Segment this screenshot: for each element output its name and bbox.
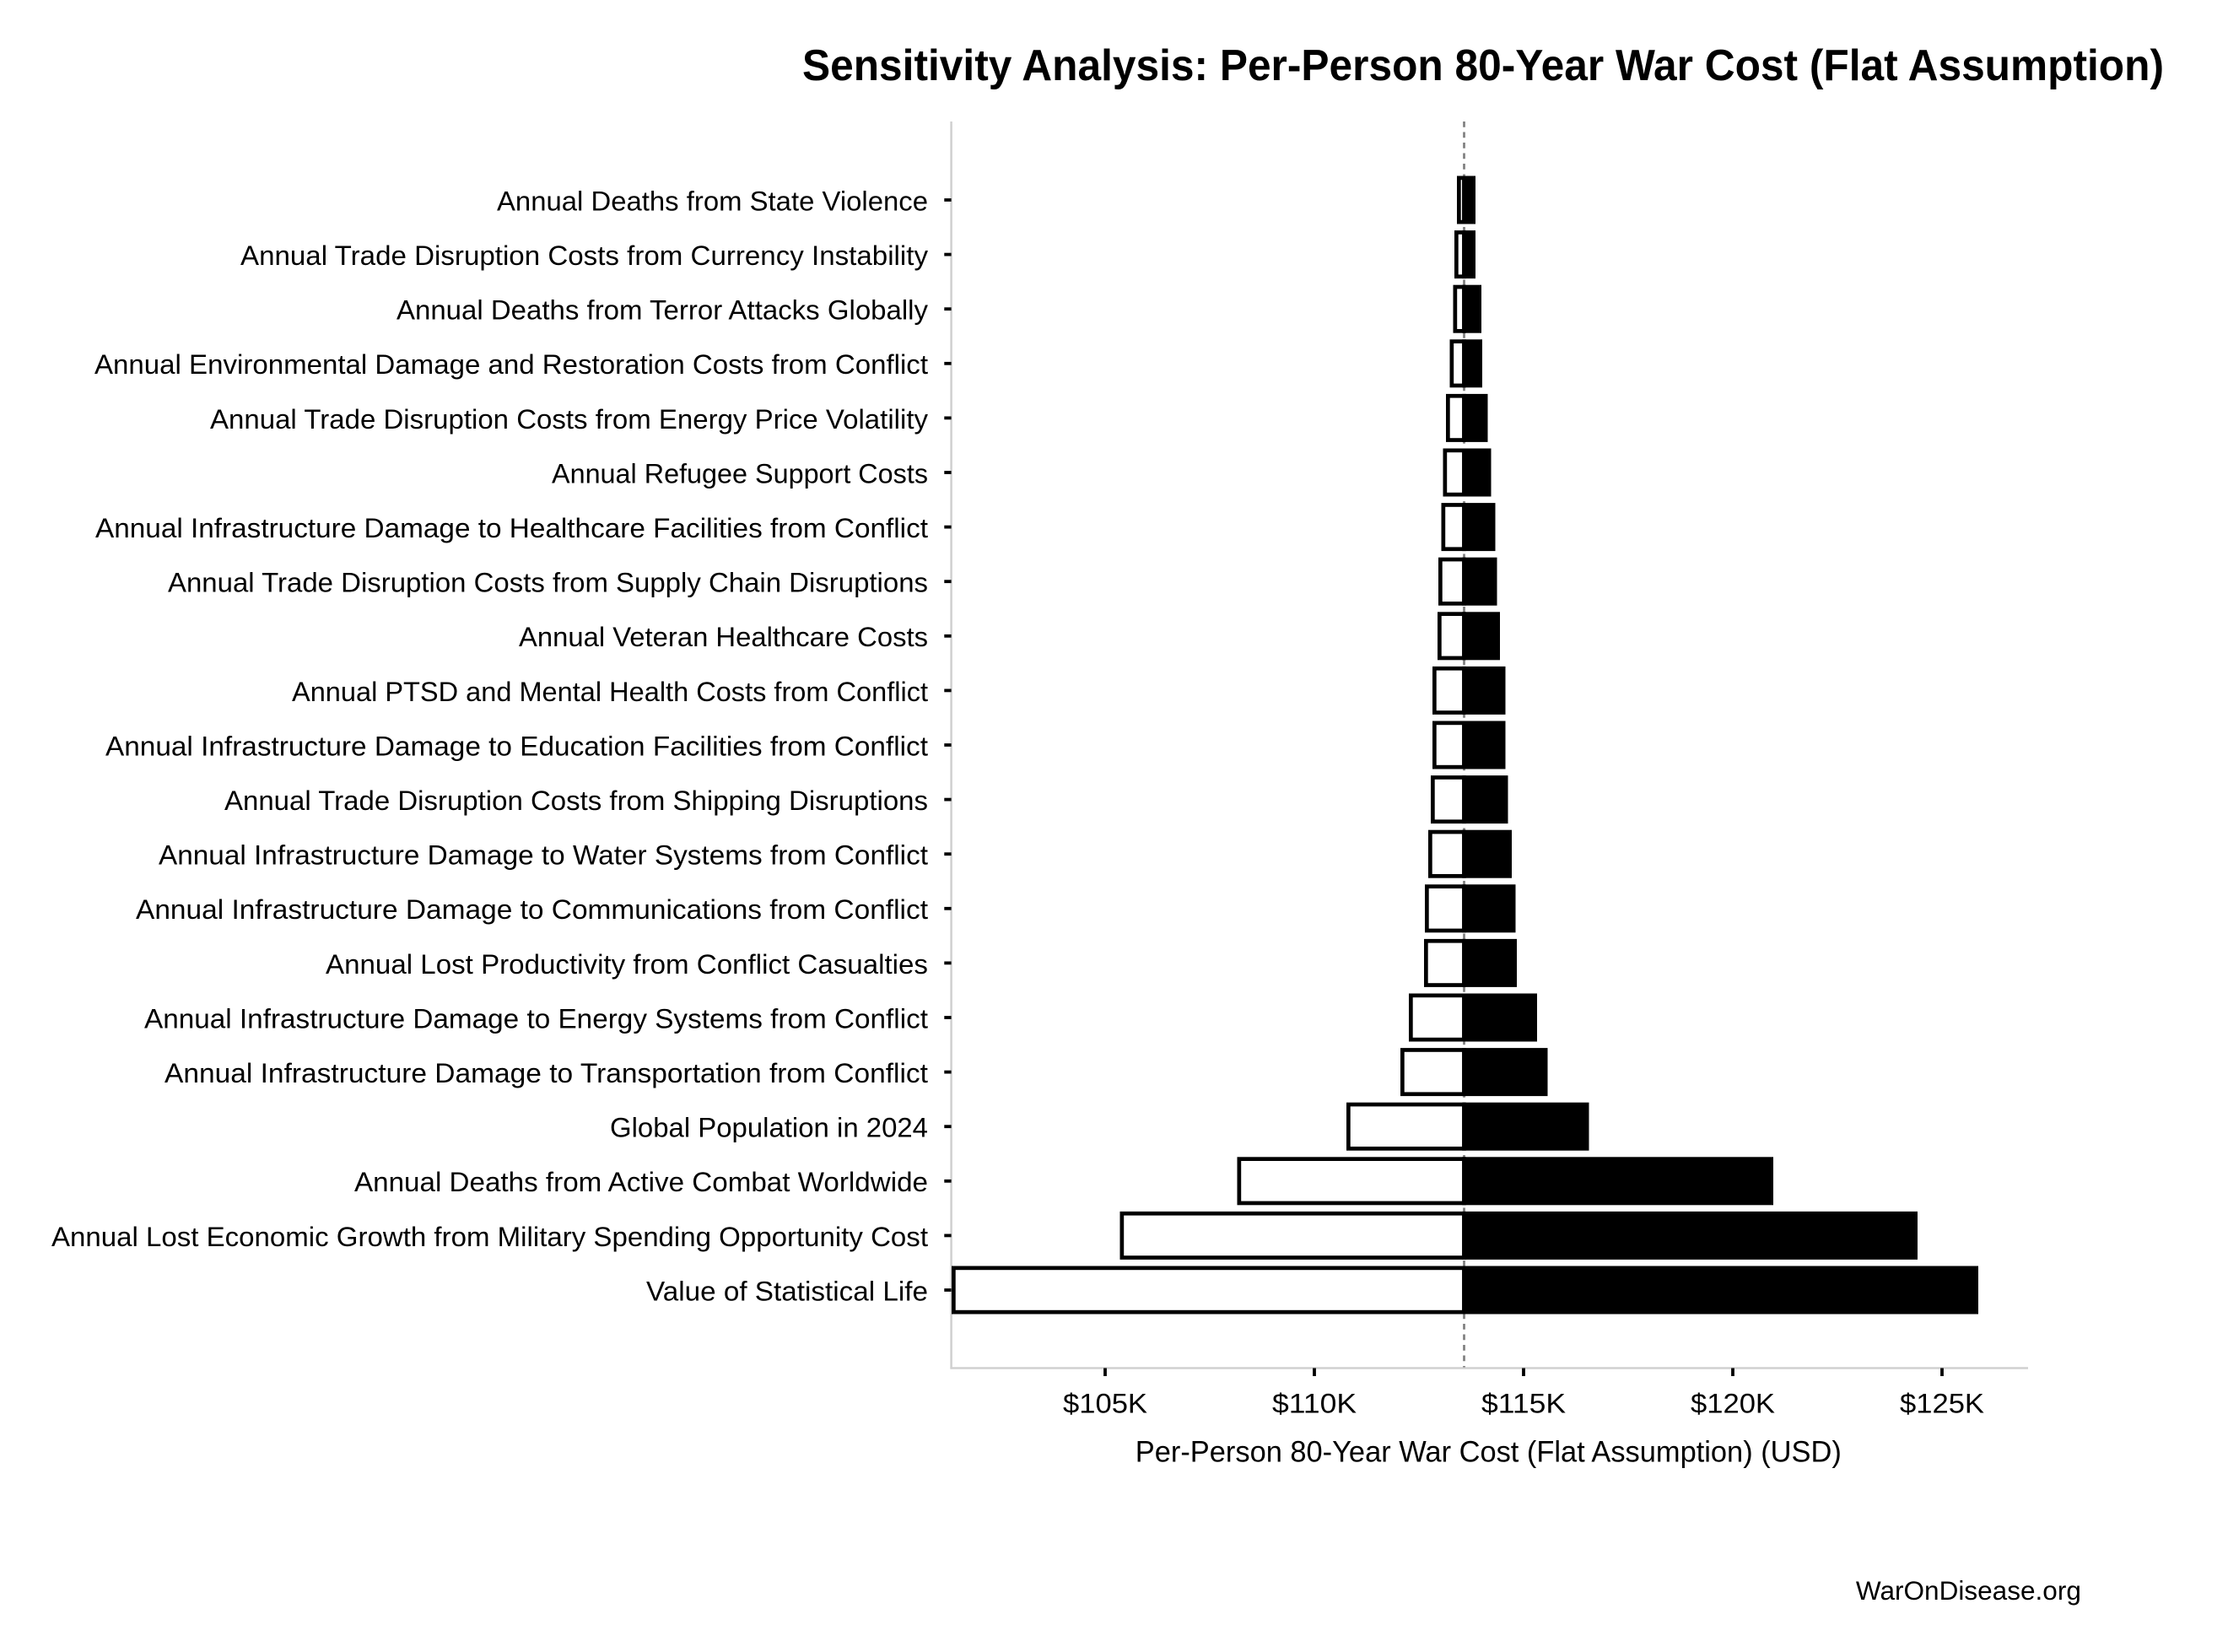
svg-text:Per-Person 80-Year War Cost (F: Per-Person 80-Year War Cost (Flat Assump…: [1136, 1436, 1842, 1469]
svg-text:Annual Trade Disruption Costs: Annual Trade Disruption Costs from Shipp…: [224, 786, 928, 816]
svg-text:Annual Infrastructure Damage t: Annual Infrastructure Damage to Communic…: [136, 894, 928, 925]
svg-text:Annual Trade Disruption Costs: Annual Trade Disruption Costs from Energ…: [210, 404, 929, 435]
svg-text:Global Population in 2024: Global Population in 2024: [610, 1113, 928, 1143]
svg-text:Annual Infrastructure Damage t: Annual Infrastructure Damage to Transpor…: [165, 1058, 928, 1088]
svg-text:Annual Trade Disruption Costs: Annual Trade Disruption Costs from Suppl…: [168, 568, 928, 598]
svg-text:$105K: $105K: [1063, 1388, 1147, 1418]
svg-text:Annual Infrastructure Damage t: Annual Infrastructure Damage to Water Sy…: [159, 840, 928, 871]
svg-text:Annual Trade Disruption Costs: Annual Trade Disruption Costs from Curre…: [240, 240, 929, 271]
svg-text:Annual Refugee Support Costs: Annual Refugee Support Costs: [552, 458, 928, 489]
svg-text:$120K: $120K: [1691, 1388, 1775, 1418]
svg-text:$125K: $125K: [1900, 1388, 1984, 1418]
svg-text:Value of Statistical Life: Value of Statistical Life: [646, 1276, 928, 1306]
svg-text:WarOnDisease.org: WarOnDisease.org: [1856, 1575, 2081, 1606]
svg-text:Sensitivity Analysis: Per-Pers: Sensitivity Analysis: Per-Person 80-Year…: [802, 40, 2164, 89]
svg-text:Annual Infrastructure Damage t: Annual Infrastructure Damage to Energy S…: [144, 1003, 928, 1034]
svg-text:Annual PTSD and Mental Health: Annual PTSD and Mental Health Costs from…: [292, 677, 928, 707]
svg-text:Annual Veteran Healthcare Cost: Annual Veteran Healthcare Costs: [519, 622, 928, 652]
svg-text:Annual Environmental Damage an: Annual Environmental Damage and Restorat…: [94, 349, 928, 380]
svg-text:Annual Lost Productivity from: Annual Lost Productivity from Conflict C…: [326, 949, 928, 980]
svg-text:Annual Infrastructure Damage t: Annual Infrastructure Damage to Educatio…: [105, 731, 928, 761]
svg-text:Annual Deaths from Active Comb: Annual Deaths from Active Combat Worldwi…: [354, 1167, 928, 1197]
svg-text:$115K: $115K: [1481, 1388, 1566, 1418]
svg-text:Annual Lost Economic Growth fr: Annual Lost Economic Growth from Militar…: [51, 1222, 928, 1252]
svg-text:Annual Infrastructure Damage t: Annual Infrastructure Damage to Healthca…: [95, 513, 928, 543]
svg-text:Annual Deaths from Terror Atta: Annual Deaths from Terror Attacks Global…: [397, 295, 929, 326]
svg-text:Annual Deaths from State Viole: Annual Deaths from State Violence: [497, 186, 928, 216]
svg-text:$110K: $110K: [1272, 1388, 1357, 1418]
